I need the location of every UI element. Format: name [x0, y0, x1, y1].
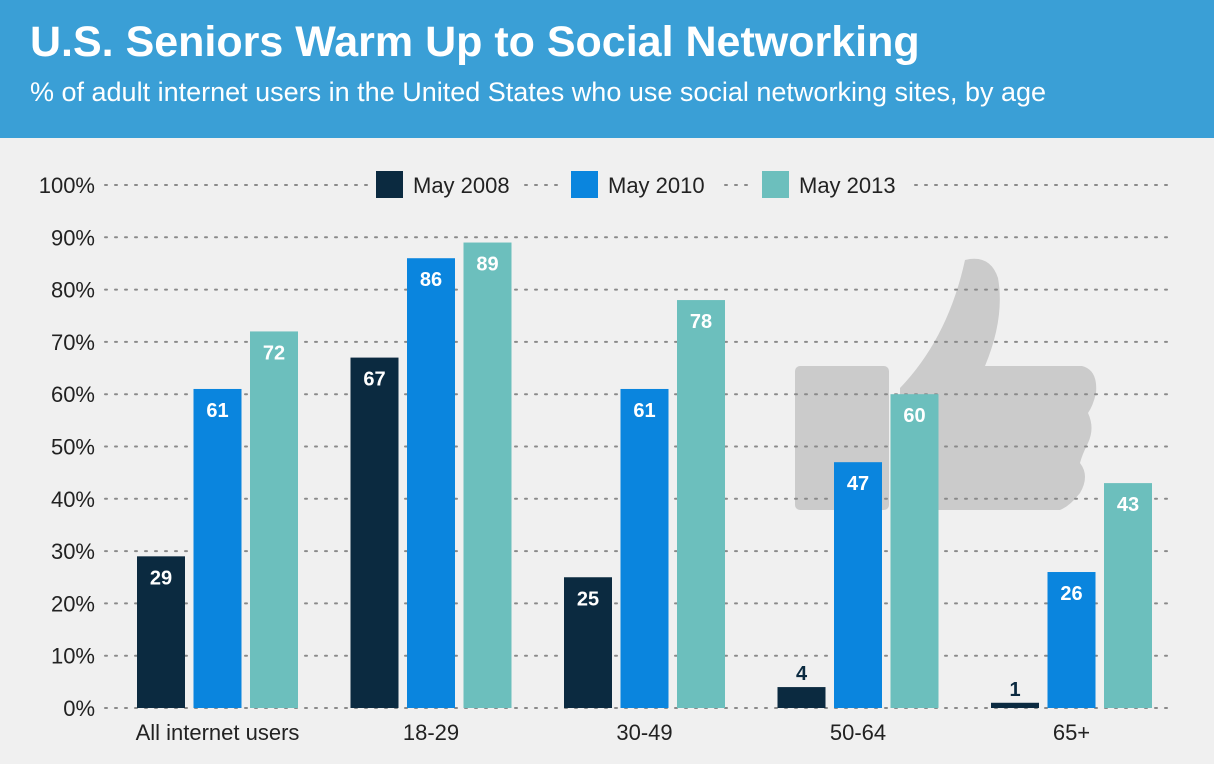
- y-tick-label: 100%: [39, 173, 95, 198]
- bar: [193, 388, 242, 708]
- bar: [564, 577, 612, 708]
- data-label: 1: [1009, 679, 1020, 701]
- y-tick-label: 0%: [63, 696, 95, 721]
- bar: [1047, 572, 1096, 708]
- data-label: 61: [206, 400, 228, 422]
- data-label: 60: [903, 405, 925, 427]
- y-tick-label: 60%: [51, 382, 95, 407]
- x-tick-label: All internet users: [136, 720, 300, 745]
- x-axis: All internet users 18-29 30-49 50-64 65+: [136, 720, 1091, 745]
- data-label: 25: [577, 588, 599, 610]
- legend-label: May 2010: [608, 173, 705, 198]
- data-label: 4: [796, 663, 808, 685]
- y-tick-label: 80%: [51, 278, 95, 303]
- chart-subtitle: % of adult internet users in the United …: [30, 77, 1047, 107]
- data-label: 43: [1117, 494, 1139, 516]
- data-label: 72: [263, 342, 285, 364]
- x-tick-label: 30-49: [616, 720, 672, 745]
- bar: [890, 394, 939, 708]
- bar: [677, 300, 725, 708]
- legend: May 2008 May 2010 May 2013: [368, 168, 914, 202]
- x-tick-label: 50-64: [830, 720, 886, 745]
- y-tick-label: 30%: [51, 539, 95, 564]
- x-tick-label: 65+: [1053, 720, 1090, 745]
- y-tick-label: 40%: [51, 487, 95, 512]
- legend-swatch: [762, 171, 789, 198]
- bar: [620, 388, 669, 708]
- data-label: 47: [847, 473, 869, 495]
- data-label: 29: [150, 567, 172, 589]
- legend-label: May 2008: [413, 173, 510, 198]
- data-label: 26: [1060, 583, 1082, 605]
- bar: [463, 242, 512, 708]
- y-tick-label: 90%: [51, 225, 95, 250]
- bar: [777, 687, 826, 708]
- legend-swatch: [376, 171, 403, 198]
- y-axis: 0% 10% 20% 30% 40% 50% 60% 70% 80% 90% 100%: [39, 173, 95, 721]
- legend-swatch: [571, 171, 598, 198]
- chart-title: U.S. Seniors Warm Up to Social Networkin…: [30, 18, 920, 66]
- bar: [991, 702, 1039, 708]
- y-tick-label: 50%: [51, 435, 95, 460]
- bar: [350, 357, 399, 708]
- data-label: 78: [690, 311, 712, 333]
- bar-chart: 0% 10% 20% 30% 40% 50% 60% 70% 80% 90% 100% 29 61 72…: [39, 168, 1171, 745]
- bar: [250, 331, 298, 708]
- bar: [1104, 483, 1152, 708]
- bar: [834, 462, 882, 708]
- data-label: 67: [363, 369, 385, 391]
- bar: [407, 258, 455, 708]
- data-label: 86: [420, 269, 442, 291]
- data-label: 61: [633, 400, 655, 422]
- y-tick-label: 70%: [51, 330, 95, 355]
- header-banner: U.S. Seniors Warm Up to Social Networkin…: [0, 0, 1214, 138]
- y-tick-label: 20%: [51, 591, 95, 616]
- bar: [137, 556, 185, 708]
- x-tick-label: 18-29: [403, 720, 459, 745]
- data-label: 89: [476, 254, 498, 276]
- bars: 29 61 72 67 86 89 25 61 78 4 47 60 1 26 43: [137, 242, 1152, 708]
- legend-label: May 2013: [799, 173, 896, 198]
- y-tick-label: 10%: [51, 644, 95, 669]
